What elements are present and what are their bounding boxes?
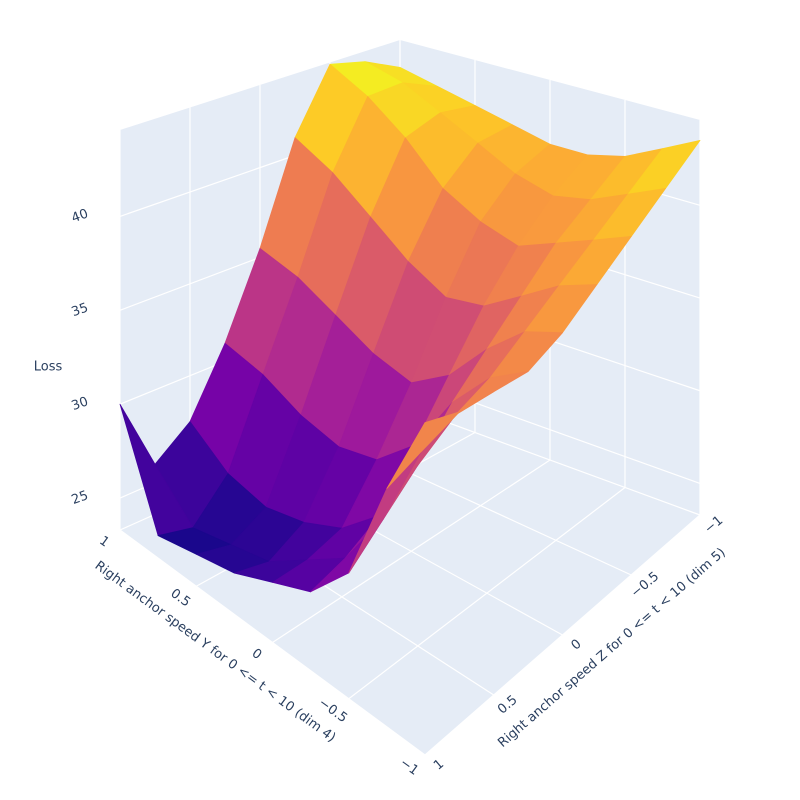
y-tick-label: −1: [702, 513, 726, 537]
x-tick-label: −1: [397, 755, 421, 778]
z-tick-label: 30: [70, 394, 91, 414]
surface-patch: [386, 411, 460, 489]
surface: [119, 61, 701, 593]
y-tick-label: 0.5: [495, 693, 520, 718]
y-tick-label: 0: [569, 637, 585, 654]
z-tick-label: 35: [70, 300, 91, 320]
x-tick-label: 0: [249, 646, 265, 663]
z-tick-label: 40: [70, 207, 91, 227]
grid-line: [119, 529, 426, 756]
z-tick-label: 25: [70, 488, 91, 508]
y-tick-label: 1: [431, 757, 447, 774]
x-tick-label: 0.5: [167, 586, 193, 610]
z-axis-title: Loss: [34, 360, 63, 375]
x-tick-label: 1: [96, 533, 112, 550]
grid-line: [399, 404, 701, 516]
